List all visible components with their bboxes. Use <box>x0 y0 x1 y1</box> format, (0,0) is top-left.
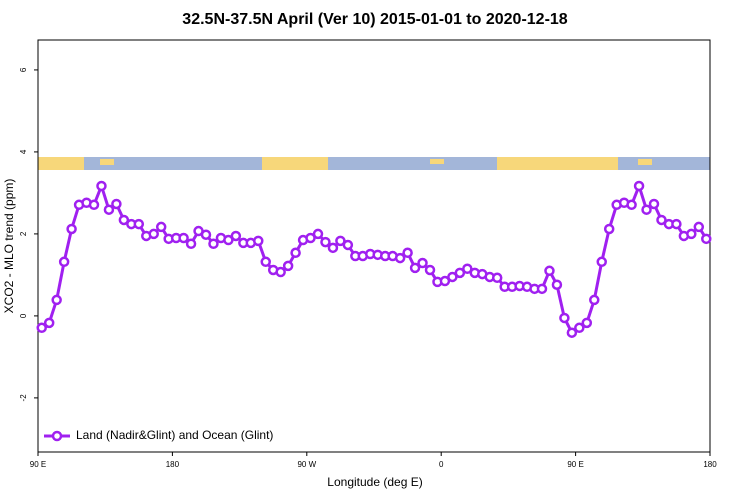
data-point <box>701 233 712 245</box>
x-tick-label: 180 <box>703 460 717 469</box>
data-point <box>491 272 503 284</box>
data-point <box>133 218 145 230</box>
land-ocean-strip <box>38 157 710 170</box>
data-point <box>656 214 667 226</box>
data-point <box>462 263 473 275</box>
data-point <box>312 228 324 240</box>
data-point <box>641 204 652 215</box>
data-point <box>118 214 130 226</box>
data-point <box>671 218 682 230</box>
data-point <box>282 260 294 272</box>
data-point <box>320 236 331 248</box>
data-point <box>178 232 189 244</box>
data-point <box>327 242 339 254</box>
data-point <box>185 238 197 249</box>
data-point <box>551 279 563 290</box>
data-point <box>88 199 100 211</box>
data-point <box>305 232 316 244</box>
data-point <box>58 256 70 268</box>
data-point <box>439 275 451 287</box>
y-axis-label: XCO2 - MLO trend (ppm) <box>2 179 16 314</box>
chart-title: 32.5N-37.5N April (Ver 10) 2015-01-01 to… <box>182 11 568 28</box>
x-axis-label: Longitude (deg E) <box>327 475 422 489</box>
data-point <box>148 228 159 240</box>
x-tick-label: 180 <box>166 460 180 469</box>
data-point <box>566 327 578 338</box>
data-point <box>111 198 122 210</box>
data-point <box>544 265 555 277</box>
y-tick-label: 4 <box>19 149 28 154</box>
data-point <box>155 221 167 233</box>
data-point <box>417 257 428 269</box>
x-tick-label: 0 <box>439 460 444 469</box>
data-point <box>51 294 62 306</box>
y-tick-label: 0 <box>19 313 28 318</box>
x-tick-label: 90 E <box>30 460 46 469</box>
data-point <box>223 234 234 246</box>
data-point <box>253 235 264 247</box>
data-point <box>43 317 55 329</box>
y-tick-label: 6 <box>19 67 28 72</box>
data-point <box>260 256 271 268</box>
data-point <box>693 221 705 233</box>
data-point <box>394 252 406 264</box>
data-point <box>36 322 47 334</box>
data-point <box>574 322 585 334</box>
data-point <box>342 239 354 251</box>
data-point <box>589 294 600 306</box>
data-point <box>200 229 212 240</box>
data-point <box>559 312 570 324</box>
data-point <box>536 283 548 295</box>
data-point <box>66 223 77 235</box>
data-point <box>686 228 697 240</box>
y-tick-label: -2 <box>19 394 28 402</box>
data-point <box>633 180 645 192</box>
x-tick-label: 90 W <box>297 460 316 469</box>
data-point <box>96 180 107 192</box>
data-point <box>581 317 593 329</box>
plot-frame <box>37 39 711 453</box>
data-point <box>626 199 637 211</box>
data-point <box>103 204 115 215</box>
data-point <box>409 262 421 274</box>
data-point <box>603 223 615 235</box>
data-point <box>335 235 346 247</box>
data-point <box>454 267 466 279</box>
data-point <box>402 247 413 259</box>
data-point <box>447 271 458 283</box>
legend-label: Land (Nadir&Glint) and Ocean (Glint) <box>76 428 273 442</box>
x-tick-label: 90 E <box>567 460 583 469</box>
data-point <box>424 264 436 276</box>
data-point <box>208 238 219 249</box>
data-line <box>40 181 708 335</box>
data-point <box>230 230 242 242</box>
y-tick-label: 2 <box>19 231 28 236</box>
data-point <box>648 198 660 210</box>
legend-marker <box>51 430 63 442</box>
data-point <box>596 256 607 268</box>
data-point <box>290 247 301 259</box>
data-point <box>275 266 286 278</box>
